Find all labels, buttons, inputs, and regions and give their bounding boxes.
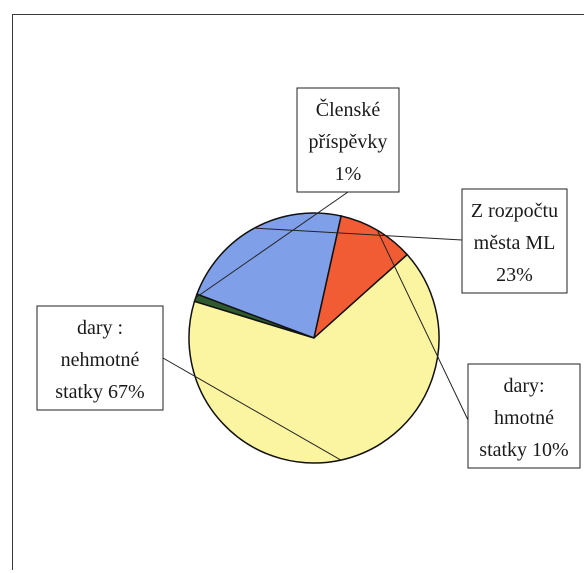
label-box-3 xyxy=(467,363,581,469)
label-box-1 xyxy=(296,87,400,193)
slice-label-2-line-2: města ML xyxy=(474,232,556,254)
slice-label-2-line-3: 23% xyxy=(496,264,533,286)
pie-slice-2 xyxy=(195,212,343,340)
leader-line-1 xyxy=(195,191,349,299)
slice-label-1-line-1: Členské xyxy=(316,97,381,121)
label-box-2 xyxy=(461,188,568,294)
slice-label-2-line-1: Z rozpočtu xyxy=(471,200,558,222)
slice-label-1-line-2: příspěvky xyxy=(309,131,388,153)
slice-label-4-line-3: statky 67% xyxy=(55,381,144,403)
leader-line-2 xyxy=(254,227,463,241)
slice-label-3-line-2: hmotné xyxy=(494,407,554,429)
slice-label-3-line-1: dary: xyxy=(503,375,544,397)
slice-label-1-line-3: 1% xyxy=(335,163,362,185)
label-box-4 xyxy=(36,305,164,411)
pie-slice-4 xyxy=(188,253,440,464)
slice-label-4-line-2: nehmotné xyxy=(61,349,140,371)
chart-frame xyxy=(12,14,584,570)
leader-line-4 xyxy=(162,357,342,461)
slice-label-3-line-3: statky 10% xyxy=(479,439,568,461)
leader-line-3 xyxy=(376,229,469,421)
slice-label-4-line-1: dary : xyxy=(77,317,123,339)
